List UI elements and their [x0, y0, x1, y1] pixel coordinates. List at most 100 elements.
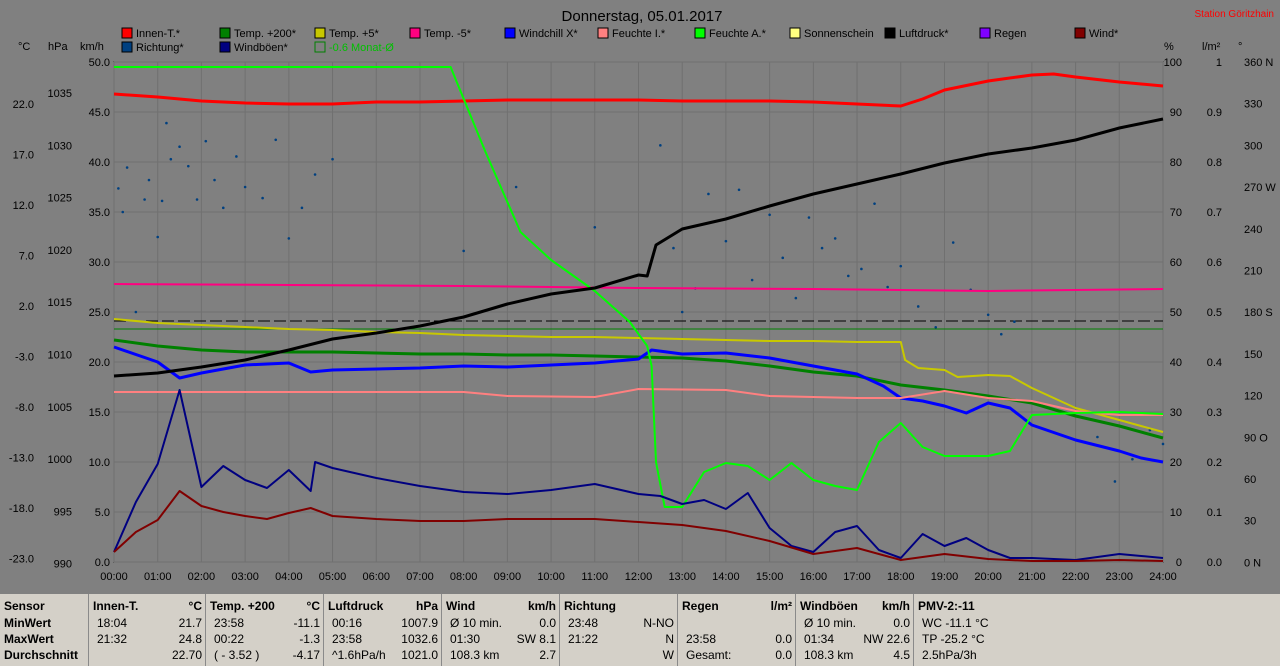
stats-cell-label: WC -11.1 °C	[922, 616, 989, 630]
tick-degree: 90 O	[1244, 432, 1268, 444]
direction-point	[672, 246, 675, 250]
legend-swatch	[121, 27, 133, 39]
tick-degree: 0 N	[1244, 557, 1261, 569]
stats-column-header: Richtung	[564, 598, 674, 614]
legend-item: Temp. +5*	[314, 27, 380, 40]
tick-degree: 210	[1244, 266, 1262, 278]
stats-cell-label: 23:48	[568, 616, 599, 630]
tick-hpa: 1020	[48, 245, 72, 257]
direction-point	[1131, 457, 1134, 461]
stats-column-header: Regen l/m²	[682, 598, 792, 614]
series-line	[113, 318, 1164, 433]
tick-rain: 0.8	[1207, 157, 1222, 169]
series-line	[114, 388, 1163, 416]
stats-column: Temp. +200 °C 23:58 -11.1 00:22 -1.3( - 3.52 …	[205, 594, 324, 666]
tick-time: 07:00	[406, 571, 434, 583]
stats-cell-row: 2.5hPa/3h	[918, 647, 1030, 663]
tick-time: 11:00	[581, 571, 608, 583]
stats-column-header: Temp. +200 °C	[210, 598, 320, 614]
direction-point	[1096, 435, 1099, 439]
direction-scatter	[117, 121, 1165, 483]
stats-sensor-name: Innen-T.	[93, 599, 139, 613]
stats-cell-row: Ø 10 min. 0.0	[800, 615, 910, 631]
unit-degree: °	[1238, 41, 1242, 53]
series-line	[113, 490, 1164, 562]
direction-point	[886, 285, 889, 289]
stats-cell-row: ( - 3.52 ) -4.17	[210, 647, 320, 663]
stats-cell-row: 23:58 -11.1	[210, 615, 320, 631]
stats-cell-value: 1021.0	[401, 648, 438, 662]
direction-point	[178, 145, 181, 149]
tick-time: 16:00	[800, 571, 828, 583]
tick-time: 00:00	[100, 571, 128, 583]
direction-point	[860, 267, 863, 271]
stats-sensor-name: Regen	[682, 599, 719, 613]
stats-cell-value: -4.17	[292, 648, 320, 662]
tick-kmh: 25.0	[89, 307, 110, 319]
direction-point	[187, 164, 190, 168]
stats-cell-row	[682, 615, 792, 631]
tick-celsius: 22.0	[13, 99, 34, 111]
unit-percent: %	[1164, 41, 1174, 53]
unit-kmh: km/h	[80, 41, 104, 53]
stats-cell-value: SW 8.1	[516, 632, 556, 646]
legend-label: Feuchte I.*	[612, 28, 666, 40]
tick-percent: 40	[1170, 357, 1182, 369]
tick-time: 04:00	[275, 571, 303, 583]
stats-column-header: PMV-2:-11	[918, 598, 1030, 614]
direction-point	[287, 237, 291, 240]
axis-ticks: 22.0 17.0 12.0 7.0 2.0 -3.0 -8.0 -13.0 -18.0 -23.…	[9, 57, 1276, 583]
tick-time: 08:00	[450, 571, 478, 583]
stats-sensor-unit: km/h	[881, 599, 910, 613]
tick-celsius: -18.0	[9, 503, 34, 515]
tick-time: 19:00	[931, 571, 959, 583]
legend-label: Temp. -5*	[424, 28, 472, 40]
tick-celsius: 12.0	[13, 200, 34, 212]
legend-swatch	[314, 41, 326, 53]
legend-swatch	[884, 27, 896, 39]
series-line	[114, 66, 1164, 508]
tick-percent: 0	[1176, 557, 1182, 569]
stats-cell-row: 01:30 SW 8.1	[446, 631, 556, 647]
legend-label: Innen-T.*	[136, 28, 181, 40]
stats-column-header: Innen-T. °C	[93, 598, 202, 614]
stats-cell-value: -11.1	[293, 616, 320, 630]
direction-point	[833, 237, 837, 240]
tick-time: 14:00	[712, 571, 740, 583]
tick-rain: 0.6	[1207, 257, 1222, 269]
direction-point	[899, 264, 903, 268]
legend-label: Regen	[994, 28, 1026, 40]
tick-kmh: 35.0	[89, 207, 110, 219]
direction-point	[117, 187, 120, 190]
direction-point	[160, 199, 164, 203]
stats-cell-row: WC -11.1 °C	[918, 615, 1030, 631]
stats-cell-label: Gesamt:	[686, 648, 732, 662]
stats-cell-row: Ø 10 min. 0.0	[446, 615, 556, 631]
direction-point	[156, 235, 160, 239]
tick-kmh: 30.0	[89, 257, 110, 269]
legend-item: Temp. +200*	[219, 27, 297, 40]
stats-cell-value: NW 22.6	[863, 632, 910, 646]
tick-hpa: 995	[54, 506, 72, 518]
stats-column-header: Windböen km/h	[800, 598, 910, 614]
tick-time: 24:00	[1149, 571, 1177, 583]
direction-point	[820, 246, 824, 250]
stats-row-labels: Sensor MinWert MaxWert Durchschnitt	[0, 594, 88, 666]
direction-point	[235, 155, 238, 158]
stats-cell-value: 0.0	[775, 632, 792, 646]
tick-degree: 30	[1244, 516, 1256, 528]
stats-cell-row: TP -25.2 °C	[918, 631, 1030, 647]
direction-point	[680, 310, 684, 314]
tick-time: 23:00	[1106, 571, 1134, 583]
legend-swatch	[1074, 27, 1086, 39]
stats-sensor-name: Windböen	[800, 599, 858, 613]
tick-celsius: -8.0	[15, 402, 34, 414]
direction-point	[794, 296, 798, 300]
direction-point	[768, 213, 771, 217]
stats-column: Luftdruck hPa 00:16 1007.9 23:58 1032.6 ^1.6hP…	[323, 594, 442, 666]
tick-kmh: 40.0	[89, 157, 110, 169]
tick-percent: 20	[1170, 457, 1182, 469]
tick-percent: 80	[1170, 157, 1182, 169]
legend-swatch	[597, 27, 609, 39]
